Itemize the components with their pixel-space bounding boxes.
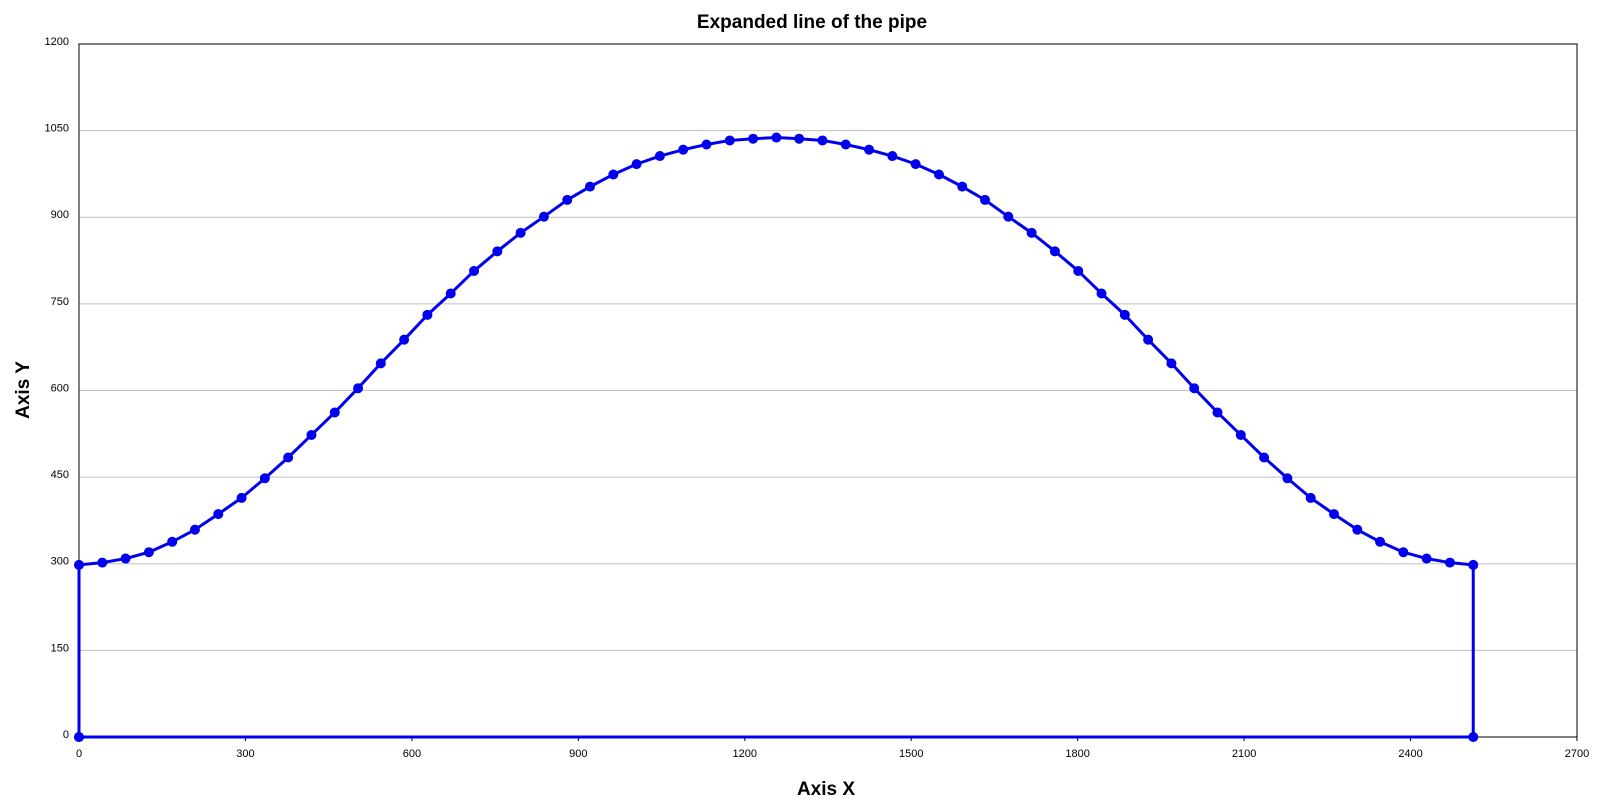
y-tick-label: 150 xyxy=(51,642,69,654)
data-point xyxy=(864,144,875,155)
data-point xyxy=(329,407,340,418)
data-point xyxy=(306,429,317,440)
x-tick-label: 0 xyxy=(76,748,82,760)
data-point xyxy=(1049,246,1060,257)
data-point xyxy=(631,159,642,170)
data-point xyxy=(748,133,759,144)
data-point xyxy=(840,139,851,150)
x-tick-label: 1200 xyxy=(733,748,757,760)
data-point xyxy=(1096,288,1107,299)
data-point xyxy=(74,732,84,742)
data-point xyxy=(1259,452,1270,463)
data-line xyxy=(77,136,1475,739)
data-point xyxy=(980,194,991,205)
data-point xyxy=(608,169,619,180)
data-point xyxy=(1026,227,1037,238)
data-point xyxy=(167,536,178,547)
data-point xyxy=(1166,358,1177,369)
data-point xyxy=(584,181,595,192)
x-tick-label: 1800 xyxy=(1065,748,1089,760)
x-tick-label: 900 xyxy=(569,748,587,760)
data-point xyxy=(1189,383,1200,394)
y-tick-label: 450 xyxy=(51,469,69,481)
x-tick-label: 2100 xyxy=(1232,748,1256,760)
data-point xyxy=(375,358,386,369)
data-point xyxy=(399,334,410,345)
data-point xyxy=(74,559,84,570)
data-point xyxy=(1073,265,1084,276)
x-tick-label: 2700 xyxy=(1565,748,1589,760)
data-point xyxy=(1352,524,1363,535)
data-point xyxy=(97,557,108,568)
y-tick-label: 300 xyxy=(51,556,69,568)
data-point xyxy=(701,139,712,150)
y-axis-label: Axis Y xyxy=(13,361,34,419)
data-point xyxy=(654,151,665,162)
data-point xyxy=(492,246,503,257)
chart-title: Expanded line of the pipe xyxy=(697,12,927,33)
data-point xyxy=(1119,309,1130,320)
data-point xyxy=(445,288,456,299)
data-point xyxy=(515,227,526,238)
x-tick-label: 1500 xyxy=(899,748,923,760)
data-point xyxy=(1305,492,1316,503)
data-point xyxy=(143,547,154,558)
data-point xyxy=(1282,473,1293,484)
x-tick-label: 300 xyxy=(236,748,254,760)
y-tick-label: 750 xyxy=(51,296,69,308)
y-tick-label: 1050 xyxy=(45,123,69,135)
data-point xyxy=(422,309,433,320)
data-point xyxy=(887,151,898,162)
data-point xyxy=(259,473,270,484)
data-point xyxy=(562,194,573,205)
y-tick-label: 1200 xyxy=(45,36,69,48)
x-axis-label: Axis X xyxy=(797,779,855,800)
data-point xyxy=(724,135,735,146)
x-tick-label: 2400 xyxy=(1398,748,1422,760)
data-point xyxy=(794,133,805,144)
data-point xyxy=(817,135,828,146)
data-point xyxy=(771,132,782,143)
data-point xyxy=(933,169,944,180)
data-point xyxy=(1003,211,1014,222)
data-point xyxy=(1375,536,1386,547)
y-tick-label: 600 xyxy=(51,382,69,394)
data-point xyxy=(1468,559,1479,570)
data-point xyxy=(120,553,131,564)
data-point xyxy=(353,383,364,394)
y-tick-label: 0 xyxy=(63,729,69,741)
data-point xyxy=(1143,334,1154,345)
data-point xyxy=(213,509,224,520)
data-point xyxy=(283,452,294,463)
data-point xyxy=(1421,553,1432,564)
data-point xyxy=(678,144,689,155)
data-point xyxy=(910,159,921,170)
data-point xyxy=(957,181,968,192)
data-point xyxy=(1468,732,1479,742)
data-point xyxy=(189,524,200,535)
data-point xyxy=(1444,557,1455,568)
data-point xyxy=(1235,429,1246,440)
data-point xyxy=(1212,407,1223,418)
y-tick-label: 900 xyxy=(51,209,69,221)
data-point xyxy=(1398,547,1409,558)
data-point xyxy=(538,211,549,222)
data-point xyxy=(469,265,480,276)
data-point xyxy=(1328,509,1339,520)
x-tick-label: 600 xyxy=(403,748,421,760)
data-point xyxy=(236,492,247,503)
